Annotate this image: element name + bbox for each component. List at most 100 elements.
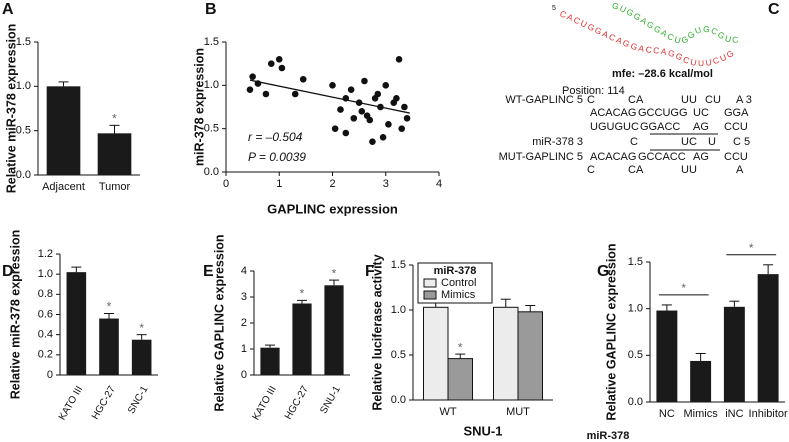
sequence: ACACAG	[590, 151, 636, 163]
y-tick-label: 1.5	[16, 36, 31, 48]
y-tick-label: 0.5	[16, 125, 31, 137]
y-tick-label: 1.0	[628, 303, 643, 315]
sequence: GGA	[724, 107, 749, 119]
point	[291, 90, 299, 98]
bar	[97, 133, 132, 175]
legend-title: miR-378	[434, 265, 477, 277]
row-label: MUT-GAPLINC 5	[499, 151, 583, 163]
row-label: miR-378 3	[532, 136, 583, 148]
sequence: UU	[681, 94, 697, 106]
bar	[99, 318, 119, 375]
sequence: A	[736, 164, 744, 176]
y-tick-label: 1.0	[204, 79, 219, 91]
y-tick-label: 0.6	[38, 308, 53, 320]
significance: *	[749, 241, 754, 255]
point	[329, 82, 336, 89]
point	[246, 86, 254, 93]
sequence: A 3	[736, 94, 752, 106]
point	[361, 77, 368, 85]
point	[369, 138, 376, 145]
x-axis-label: GAPLINC expression	[267, 201, 398, 216]
point	[395, 56, 403, 63]
bar	[656, 310, 678, 402]
fit-line	[249, 79, 410, 114]
bar	[66, 272, 87, 375]
x-tick-label: WT	[439, 406, 456, 418]
bar	[46, 86, 81, 175]
y-tick-label: 1.5	[391, 259, 406, 271]
sequence: CA	[628, 94, 644, 106]
point	[337, 106, 344, 113]
y-axis-label: Relative miR-378 expression	[4, 24, 18, 194]
panel-label: G	[597, 263, 609, 280]
x-axis-label: SNU-1	[463, 423, 502, 438]
bar	[723, 306, 745, 402]
x-tick-label: HGC-27	[90, 384, 118, 422]
panel-label: F	[365, 263, 375, 280]
y-tick-label: 1.5	[204, 36, 219, 48]
panel-c-lines	[650, 133, 720, 151]
significance: *	[112, 112, 117, 126]
panel-label: B	[205, 1, 217, 18]
legend-label: Control	[441, 277, 476, 289]
point	[393, 95, 400, 102]
x-axis-label: miR-378	[587, 430, 630, 442]
x-tick-label: KATO III	[57, 384, 85, 422]
y-tick-label: 3	[241, 291, 247, 303]
legend-swatch	[423, 290, 437, 300]
y-tick-label: 0	[47, 369, 53, 381]
y-tick-label: 1	[241, 343, 247, 355]
panel-label: A	[2, 1, 14, 18]
y-tick-label: 1.5	[628, 256, 643, 268]
panel-label: D	[2, 263, 14, 280]
y-tick-label: 1.0	[38, 268, 53, 280]
sequence: UC	[681, 136, 697, 148]
x-tick-label: HGC-27	[283, 384, 311, 422]
x-tick-label: NC	[659, 408, 675, 420]
bar	[324, 285, 344, 375]
x-tick-label: SNU-1	[318, 384, 343, 416]
x-tick-label: 1	[276, 178, 282, 190]
sequence: UGUGUC	[590, 121, 639, 133]
y-tick-label: 1.0	[16, 80, 31, 92]
panel-label: E	[203, 263, 214, 280]
x-tick-label: MUT	[506, 406, 530, 418]
sequence: CCU	[724, 121, 748, 133]
x-tick-label: Inhibitor	[749, 408, 788, 420]
y-tick-label: 0.5	[204, 123, 219, 135]
point	[299, 75, 307, 83]
significance: *	[332, 266, 337, 280]
point	[385, 121, 392, 128]
point	[358, 108, 366, 115]
sequence: U	[708, 136, 716, 148]
x-tick-label: Tumor	[99, 181, 131, 193]
legend-swatch	[423, 278, 437, 288]
y-axis-label: Relative GAPLINC expression	[604, 243, 618, 420]
y-tick-label: 1.0	[391, 304, 406, 316]
point	[275, 56, 283, 63]
y-tick-label: 0.0	[204, 166, 219, 178]
legend-label: Mimics	[441, 289, 476, 301]
bar	[493, 306, 519, 401]
point	[249, 73, 256, 80]
significance: *	[458, 340, 463, 354]
sequence: CCU	[724, 151, 748, 163]
sequence: GCCUGG	[638, 107, 688, 119]
x-tick-label: 2	[329, 178, 335, 190]
sequence: ACACAG	[590, 107, 636, 119]
row-label: WT-GAPLINC 5	[505, 94, 583, 106]
y-tick-label: 0.2	[38, 349, 53, 361]
y-tick-label: 2	[241, 317, 247, 329]
significance: *	[107, 300, 112, 314]
sequence: GGACC	[640, 121, 680, 133]
bar	[690, 360, 712, 402]
sequence: AG	[693, 151, 709, 163]
bar	[292, 303, 312, 375]
bar	[423, 306, 449, 401]
point	[401, 103, 408, 111]
bar	[447, 358, 473, 401]
bar	[131, 339, 152, 375]
x-tick-label: 3	[383, 178, 389, 190]
sequence: GCCACC	[638, 151, 686, 163]
point	[379, 134, 387, 141]
